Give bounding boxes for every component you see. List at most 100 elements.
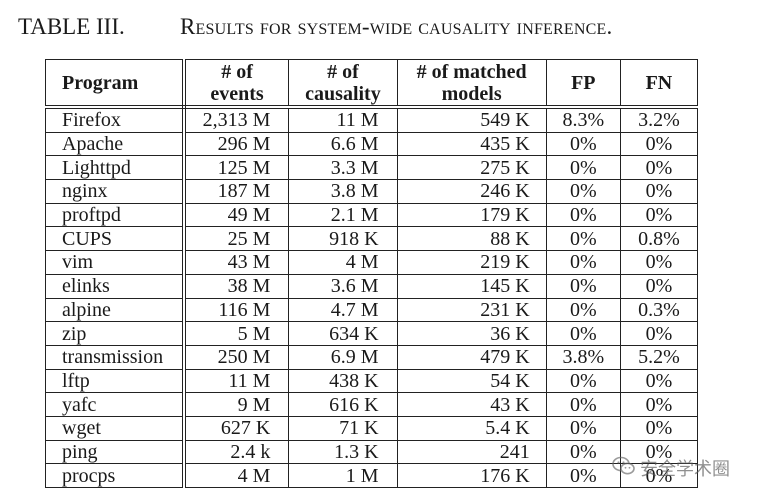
header-fp: FP (545, 59, 621, 109)
header-models-line1: # of matched (416, 60, 527, 83)
cell-fp: 0% (545, 321, 621, 346)
header-causality: # of causality (288, 59, 398, 109)
cell-events: 43 M (183, 250, 290, 275)
cell-events: 4 M (183, 463, 290, 488)
table-row: CUPS 25 M 918 K 88 K 0% 0.8% (44, 226, 699, 252)
cell-events: 9 M (183, 392, 290, 417)
table-number: TABLE III. (18, 14, 125, 39)
cell-fn: 0% (619, 273, 699, 299)
cell-fp: 0% (545, 250, 621, 275)
wechat-icon (612, 456, 635, 475)
cell-events: 5 M (183, 321, 290, 346)
cell-fn: 0% (619, 131, 699, 157)
cell-program: nginx (44, 179, 186, 204)
cell-models: 145 K (396, 273, 547, 299)
cell-fn: 0% (619, 368, 699, 394)
cell-program: CUPS (44, 226, 186, 252)
cell-program: transmission (44, 344, 186, 370)
cell-program: elinks (44, 273, 186, 299)
cell-models: 219 K (396, 250, 547, 275)
cell-causality: 616 K (288, 392, 398, 417)
cell-causality: 11 M (288, 107, 398, 133)
cell-events: 38 M (183, 273, 290, 299)
cell-fn: 5.2% (619, 344, 699, 370)
cell-causality: 3.8 M (288, 179, 398, 204)
cell-program: proftpd (44, 202, 186, 228)
table-row: Lighttpd 125 M 3.3 M 275 K 0% 0% (44, 155, 699, 181)
table-row: Firefox 2,313 M 11 M 549 K 8.3% 3.2% (44, 107, 699, 133)
cell-program: Lighttpd (44, 155, 186, 181)
cell-models: 179 K (396, 202, 547, 228)
cell-models: 479 K (396, 344, 547, 370)
cell-events: 116 M (183, 297, 290, 323)
cell-models: 275 K (396, 155, 547, 181)
header-causality-line2: causality (305, 82, 381, 105)
cell-events: 296 M (183, 131, 290, 157)
table-caption: TABLE III. Results for system-wide causa… (18, 12, 758, 42)
cell-program: wget (44, 415, 186, 441)
cell-events: 25 M (183, 226, 290, 252)
cell-program: ping (44, 439, 186, 465)
cell-causality: 4 M (288, 250, 398, 275)
cell-models: 36 K (396, 321, 547, 346)
cell-fp: 8.3% (545, 107, 621, 133)
table-row: zip 5 M 634 K 36 K 0% 0% (44, 321, 699, 346)
cell-events: 627 K (183, 415, 290, 441)
cell-causality: 3.6 M (288, 273, 398, 299)
table-row: proftpd 49 M 2.1 M 179 K 0% 0% (44, 202, 699, 228)
cell-models: 435 K (396, 131, 547, 157)
table-row: transmission 250 M 6.9 M 479 K 3.8% 5.2% (44, 344, 699, 370)
cell-fp: 0% (545, 273, 621, 299)
cell-fp: 0% (545, 415, 621, 441)
cell-fp: 0% (545, 226, 621, 252)
cell-causality: 1 M (288, 463, 398, 488)
cell-program: zip (44, 321, 186, 346)
table-row: yafc 9 M 616 K 43 K 0% 0% (44, 392, 699, 417)
cell-fn: 0% (619, 463, 699, 488)
cell-fn: 0.8% (619, 226, 699, 252)
cell-fn: 0% (619, 415, 699, 441)
cell-fp: 0% (545, 439, 621, 465)
cell-fn: 0.3% (619, 297, 699, 323)
header-fn: FN (619, 59, 699, 109)
cell-fn: 0% (619, 439, 699, 465)
cell-causality: 438 K (288, 368, 398, 394)
cell-program: procps (44, 463, 186, 488)
cell-fp: 0% (545, 368, 621, 394)
table-title-initial: R (180, 14, 196, 39)
table-row: elinks 38 M 3.6 M 145 K 0% 0% (44, 273, 699, 299)
cell-causality: 2.1 M (288, 202, 398, 228)
cell-program: vim (44, 250, 186, 275)
header-program: Program (44, 59, 186, 109)
cell-events: 250 M (183, 344, 290, 370)
table-title-rest: esults for system-wide causality inferen… (195, 14, 613, 39)
watermark: 安全学术圈 (612, 454, 762, 480)
table-title: Results for system-wide causality infere… (180, 12, 612, 42)
cell-models: 246 K (396, 179, 547, 204)
cell-models: 5.4 K (396, 415, 547, 441)
cell-events: 49 M (183, 202, 290, 228)
cell-fn: 0% (619, 321, 699, 346)
header-events-line1: # of (221, 60, 253, 83)
table-row: lftp 11 M 438 K 54 K 0% 0% (44, 368, 699, 394)
cell-fn: 0% (619, 250, 699, 275)
cell-fp: 0% (545, 392, 621, 417)
cell-fn: 0% (619, 392, 699, 417)
cell-fp: 0% (545, 179, 621, 204)
cell-causality: 3.3 M (288, 155, 398, 181)
table-row: alpine 116 M 4.7 M 231 K 0% 0.3% (44, 297, 699, 323)
cell-program: Apache (44, 131, 186, 157)
cell-causality: 6.9 M (288, 344, 398, 370)
cell-fp: 3.8% (545, 344, 621, 370)
cell-program: alpine (44, 297, 186, 323)
cell-events: 2.4 k (183, 439, 290, 465)
cell-events: 11 M (183, 368, 290, 394)
cell-fp: 0% (545, 155, 621, 181)
cell-program: yafc (44, 392, 186, 417)
header-events-line2: events (210, 82, 264, 105)
cell-events: 125 M (183, 155, 290, 181)
table-row: wget 627 K 71 K 5.4 K 0% 0% (44, 415, 699, 441)
results-table: Program # of events # of causality # of … (44, 59, 699, 488)
